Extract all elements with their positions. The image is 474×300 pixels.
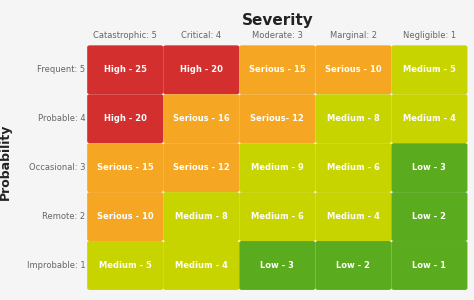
Text: Serious - 10: Serious - 10 [325,65,382,74]
FancyBboxPatch shape [163,45,239,94]
Text: High - 20: High - 20 [180,65,223,74]
FancyBboxPatch shape [315,94,392,143]
Text: Improbable: 1: Improbable: 1 [27,261,85,270]
Text: Remote: 2: Remote: 2 [42,212,85,221]
FancyBboxPatch shape [315,192,392,241]
Text: Severity: Severity [241,13,313,28]
Text: Medium - 6: Medium - 6 [251,212,304,221]
FancyBboxPatch shape [239,143,315,192]
FancyBboxPatch shape [392,241,467,290]
Text: Serious- 12: Serious- 12 [250,114,304,123]
Text: Serious - 12: Serious - 12 [173,163,229,172]
Text: Probability: Probability [0,124,12,200]
FancyBboxPatch shape [392,94,467,143]
Text: Low - 3: Low - 3 [260,261,294,270]
FancyBboxPatch shape [239,45,315,94]
Text: Serious - 15: Serious - 15 [249,65,306,74]
FancyBboxPatch shape [87,241,163,290]
FancyBboxPatch shape [163,241,239,290]
FancyBboxPatch shape [392,192,467,241]
Text: Occasional: 3: Occasional: 3 [29,163,85,172]
Text: Catastrophic: 5: Catastrophic: 5 [93,31,157,40]
Text: Low - 1: Low - 1 [412,261,447,270]
Text: Medium - 8: Medium - 8 [175,212,228,221]
FancyBboxPatch shape [315,143,392,192]
Text: Low - 3: Low - 3 [412,163,447,172]
Text: Marginal: 2: Marginal: 2 [330,31,377,40]
Text: Medium - 5: Medium - 5 [403,65,456,74]
FancyBboxPatch shape [87,45,163,94]
FancyBboxPatch shape [239,192,315,241]
Text: Negligible: 1: Negligible: 1 [403,31,456,40]
FancyBboxPatch shape [163,192,239,241]
FancyBboxPatch shape [163,94,239,143]
Text: Moderate: 3: Moderate: 3 [252,31,303,40]
Text: Medium - 4: Medium - 4 [403,114,456,123]
Text: Medium - 5: Medium - 5 [99,261,152,270]
FancyBboxPatch shape [163,143,239,192]
Text: Serious - 16: Serious - 16 [173,114,229,123]
FancyBboxPatch shape [87,143,163,192]
FancyBboxPatch shape [239,94,315,143]
Text: Serious - 10: Serious - 10 [97,212,154,221]
FancyBboxPatch shape [239,241,315,290]
Text: Medium - 4: Medium - 4 [327,212,380,221]
Text: Critical: 4: Critical: 4 [181,31,221,40]
Text: Medium - 4: Medium - 4 [175,261,228,270]
Text: Serious - 15: Serious - 15 [97,163,154,172]
Text: High - 20: High - 20 [104,114,146,123]
Text: Medium - 6: Medium - 6 [327,163,380,172]
FancyBboxPatch shape [87,192,163,241]
Text: High - 25: High - 25 [104,65,147,74]
FancyBboxPatch shape [87,94,163,143]
FancyBboxPatch shape [392,45,467,94]
Text: Probable: 4: Probable: 4 [38,114,85,123]
FancyBboxPatch shape [315,45,392,94]
Text: Medium - 9: Medium - 9 [251,163,304,172]
Text: Low - 2: Low - 2 [337,261,370,270]
FancyBboxPatch shape [392,143,467,192]
Text: Frequent: 5: Frequent: 5 [37,65,85,74]
Text: Low - 2: Low - 2 [412,212,447,221]
FancyBboxPatch shape [315,241,392,290]
Text: Medium - 8: Medium - 8 [327,114,380,123]
